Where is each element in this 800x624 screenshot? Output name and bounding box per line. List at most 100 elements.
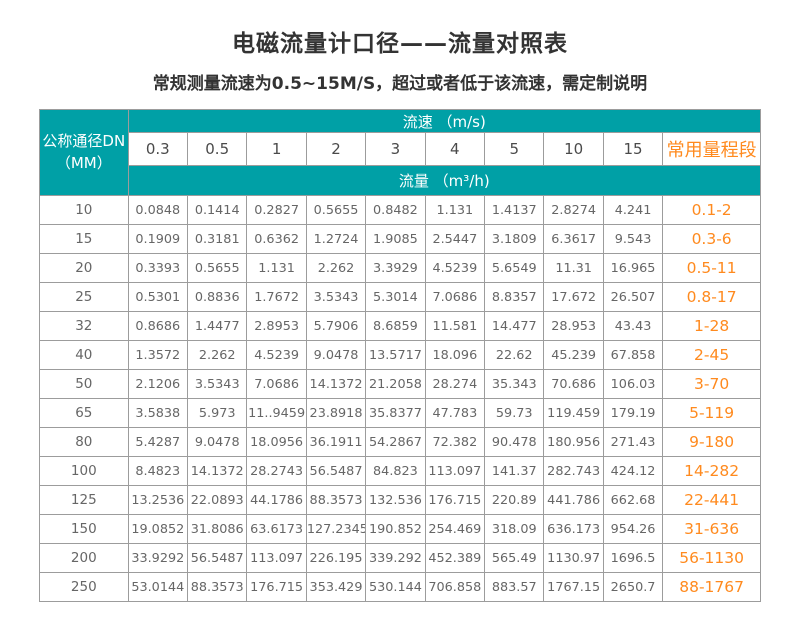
dn-cell: 200: [39, 543, 129, 573]
flow-value-cell: 0.6362: [246, 224, 307, 254]
dn-cell: 32: [39, 311, 129, 341]
flow-value-cell: 5.6549: [484, 253, 545, 283]
velocity-header-cell: 3: [365, 132, 426, 166]
flow-value-cell: 8.8357: [484, 282, 545, 312]
flow-value-cell: 339.292: [365, 543, 426, 573]
flow-value-cell: 0.2827: [246, 195, 307, 225]
flow-value-cell: 4.5239: [424, 253, 486, 283]
flow-value-cell: 226.195: [305, 543, 367, 573]
flow-value-cell: 2.8953: [246, 311, 307, 341]
flow-value-cell: 43.43: [602, 311, 664, 341]
flow-value-cell: 9.543: [602, 224, 664, 254]
flow-value-cell: 883.57: [484, 572, 545, 602]
table-row: 200 33.9292 56.5487 113.097 226.195 339.292 45…: [39, 543, 761, 573]
dn-cell: 20: [39, 253, 129, 283]
range-cell: 5-119: [662, 398, 761, 428]
corner-header-line1: 公称通径DN: [42, 131, 126, 150]
flow-value-cell: 47.783: [424, 398, 486, 428]
flow-value-cell: 67.858: [602, 340, 664, 370]
flow-value-cell: 8.6859: [365, 311, 426, 341]
flow-comparison-table: 公称通径DN （MM） 流速 （m/s) 0.3 0.5 1 2 3 4 5 1…: [39, 109, 762, 602]
flow-value-cell: 56.5487: [305, 456, 367, 486]
flow-value-cell: 127.2345: [305, 514, 367, 544]
page-title: 电磁流量计口径——流量对照表: [232, 31, 568, 57]
flow-value-cell: 11.581: [424, 311, 486, 341]
flow-value-cell: 1.4137: [484, 195, 545, 225]
flow-value-cell: 28.953: [543, 311, 604, 341]
flow-value-cell: 1.131: [246, 253, 307, 283]
flow-value-cell: 22.0893: [186, 485, 248, 515]
flow-value-cell: 1.131: [424, 195, 486, 225]
range-cell: 14-282: [662, 456, 761, 486]
range-cell: 3-70: [662, 369, 761, 399]
table-row: 100 8.4823 14.1372 28.2743 56.5487 84.823 113.…: [39, 456, 761, 486]
range-cell: 56-1130: [662, 543, 761, 573]
dn-cell: 150: [39, 514, 129, 544]
flow-value-cell: 0.1909: [127, 224, 189, 254]
range-cell: 22-441: [662, 485, 761, 515]
flow-value-cell: 28.274: [424, 369, 486, 399]
range-cell: 2-45: [662, 340, 761, 370]
flow-value-cell: 84.823: [365, 456, 426, 486]
flow-value-cell: 0.1414: [186, 195, 248, 225]
flow-value-cell: 3.5343: [305, 282, 367, 312]
range-cell: 31-636: [662, 514, 761, 544]
table-row: 150 19.0852 31.8086 63.6173 127.2345 190.852 2…: [39, 514, 761, 544]
flow-value-cell: 706.858: [424, 572, 486, 602]
flow-value-cell: 63.6173: [246, 514, 307, 544]
corner-header-dn: 公称通径DN （MM）: [39, 109, 129, 196]
flow-value-cell: 14.477: [484, 311, 545, 341]
flow-value-cell: 70.686: [543, 369, 604, 399]
flow-value-cell: 88.3573: [186, 572, 248, 602]
table-row: 50 2.1206 3.5343 7.0686 14.1372 21.2058 28.274…: [39, 369, 761, 399]
dn-cell: 250: [39, 572, 129, 602]
flow-value-cell: 59.73: [484, 398, 545, 428]
table-row: 15 0.1909 0.3181 0.6362 1.2724 1.9085 2.5447 3.…: [39, 224, 761, 254]
flow-value-cell: 3.3929: [365, 253, 426, 283]
flow-value-cell: 2.262: [305, 253, 367, 283]
velocity-header-cell: 5: [484, 132, 545, 166]
flow-value-cell: 106.03: [602, 369, 664, 399]
flow-value-cell: 19.0852: [127, 514, 189, 544]
flow-value-cell: 0.0848: [127, 195, 189, 225]
flow-value-cell: 16.965: [602, 253, 664, 283]
flow-value-cell: 72.382: [424, 427, 486, 457]
flow-value-cell: 1.2724: [305, 224, 367, 254]
flow-value-cell: 11.31: [543, 253, 604, 283]
flow-value-cell: 636.173: [543, 514, 604, 544]
flow-group-header: 流量 （m³/h): [127, 165, 762, 196]
header-row-velocity-group: 公称通径DN （MM） 流速 （m/s): [39, 109, 762, 196]
flow-value-cell: 4.241: [602, 195, 664, 225]
flow-value-cell: 8.4823: [127, 456, 189, 486]
flow-value-cell: 954.26: [602, 514, 664, 544]
flow-value-cell: 13.2536: [127, 485, 189, 515]
header-row-flow-group: 流量 （m³/h): [40, 165, 762, 196]
table-row: 65 3.5838 5.973 11..9459 23.8918 35.8377 47.78…: [39, 398, 761, 428]
dn-cell: 40: [39, 340, 129, 370]
flow-value-cell: 0.8686: [127, 311, 189, 341]
flow-value-cell: 5.7906: [305, 311, 367, 341]
flow-value-cell: 282.743: [543, 456, 604, 486]
flow-value-cell: 2.5447: [424, 224, 486, 254]
flow-value-cell: 4.5239: [246, 340, 307, 370]
flow-table-body: 10 0.0848 0.1414 0.2827 0.5655 0.8482 1.131 1.4…: [39, 195, 761, 602]
flow-value-cell: 254.469: [424, 514, 486, 544]
flow-value-cell: 11..9459: [246, 398, 307, 428]
flow-value-cell: 88.3573: [305, 485, 367, 515]
flow-value-cell: 176.715: [424, 485, 486, 515]
dn-cell: 25: [39, 282, 129, 312]
range-column-header: 常用量程段: [662, 132, 761, 166]
flow-value-cell: 0.5301: [127, 282, 189, 312]
flow-value-cell: 1767.15: [543, 572, 604, 602]
flow-value-cell: 14.1372: [186, 456, 248, 486]
flow-value-cell: 31.8086: [186, 514, 248, 544]
flow-value-cell: 54.2867: [365, 427, 426, 457]
flow-value-cell: 662.68: [602, 485, 664, 515]
flow-value-cell: 3.1809: [484, 224, 545, 254]
flow-value-cell: 7.0686: [246, 369, 307, 399]
flow-value-cell: 180.956: [543, 427, 604, 457]
flow-value-cell: 22.62: [484, 340, 545, 370]
flow-value-cell: 530.144: [365, 572, 426, 602]
flow-value-cell: 28.2743: [246, 456, 307, 486]
flow-value-cell: 190.852: [365, 514, 426, 544]
